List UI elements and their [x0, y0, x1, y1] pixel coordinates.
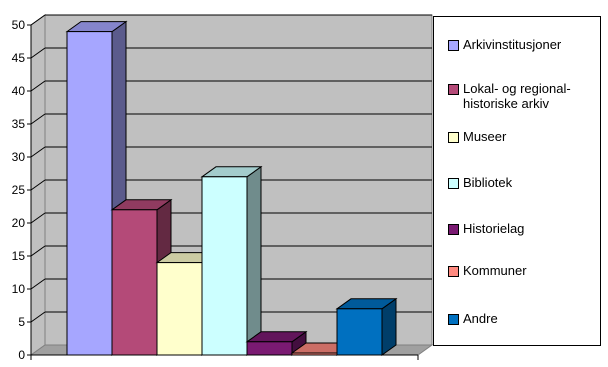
legend-label: Historielag	[463, 221, 525, 236]
legend-swatch	[448, 178, 459, 189]
legend-item: Museer	[448, 129, 506, 144]
gridline-side	[30, 14, 46, 26]
gridline-side	[30, 146, 46, 158]
y-tick-label: 20	[12, 216, 26, 230]
legend: Arkivinstitusjoner Lokal- og regional- hi…	[433, 16, 601, 346]
legend-label: Lokal- og regional- historiske arkiv	[463, 81, 571, 111]
legend-item: Kommuner	[448, 263, 527, 278]
gridline-side	[30, 47, 46, 59]
legend-label: Arkivinstitusjoner	[463, 37, 562, 52]
legend-swatch	[448, 40, 459, 51]
y-tick-label: 45	[12, 51, 26, 65]
y-tick-label: 50	[12, 18, 26, 32]
legend-swatch	[448, 224, 459, 235]
gridline-side	[30, 212, 46, 224]
gridline-side	[30, 179, 46, 191]
bar-front	[66, 31, 113, 356]
gridline-side	[30, 113, 46, 125]
legend-label: Kommuner	[463, 263, 527, 278]
bar-front	[156, 262, 203, 356]
legend-swatch	[448, 314, 459, 325]
legend-swatch	[448, 132, 459, 143]
bar-front	[201, 176, 248, 356]
legend-item: Arkivinstitusjoner	[448, 37, 561, 52]
bar-historielag	[245, 330, 308, 356]
y-tick-label: 10	[12, 282, 26, 296]
bar-andre	[335, 297, 398, 356]
y-tick-label: 0	[18, 348, 25, 362]
legend-item: Historielag	[448, 221, 524, 236]
gridline-side	[30, 80, 46, 92]
bar-front	[246, 341, 293, 356]
y-tick-label: 40	[12, 84, 26, 98]
y-tick-label: 5	[18, 315, 25, 329]
legend-item: Lokal- og regional- historiske arkiv	[448, 81, 571, 111]
legend-item: Bibliotek	[448, 175, 512, 190]
gridline-side	[30, 245, 46, 257]
y-tick-label: 15	[12, 249, 26, 263]
legend-label: Andre	[463, 311, 498, 326]
bar-front	[291, 352, 338, 356]
gridline-side	[30, 278, 46, 290]
bar-bibliotek	[200, 165, 263, 356]
y-tick-label: 30	[12, 150, 26, 164]
bar-side	[246, 165, 262, 356]
y-tick-label: 35	[12, 117, 26, 131]
bar-front	[111, 209, 158, 356]
bar-front	[336, 308, 383, 356]
legend-swatch	[448, 266, 459, 277]
legend-label: Bibliotek	[463, 175, 513, 190]
legend-swatch	[448, 84, 459, 95]
legend-label: Museer	[463, 129, 507, 144]
gridline-side	[30, 311, 46, 323]
y-tick-label: 25	[12, 183, 26, 197]
legend-item: Andre	[448, 311, 498, 326]
